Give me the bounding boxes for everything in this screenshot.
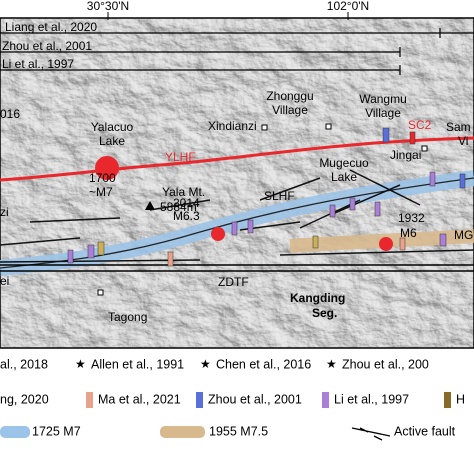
- map-frame: [0, 17, 474, 349]
- map-label: 1932: [398, 211, 425, 225]
- legend-label: Zhou et al., 200: [342, 357, 429, 371]
- peak-marker: [145, 201, 155, 210]
- range-label: Li et al., 1997: [2, 57, 74, 71]
- legend-label: H: [456, 392, 465, 406]
- legend-symbol: [0, 426, 30, 438]
- site-bars: [67, 127, 466, 267]
- legend-symbol: [196, 392, 203, 408]
- map-label: MG: [454, 228, 473, 242]
- map-label: Village: [272, 103, 308, 117]
- legend-label: Li et al., 1997: [334, 392, 409, 406]
- legend-symbol: ★: [200, 357, 211, 371]
- map-label: ei: [0, 274, 9, 288]
- legend-label: ng, 2020: [0, 392, 49, 406]
- map-label: Yala Mt.: [162, 185, 205, 199]
- map-label: Lake: [331, 170, 357, 184]
- legend-label: Ma et al., 2021: [98, 392, 181, 406]
- fault-label: YLHF: [165, 150, 196, 164]
- map-label: 2014: [173, 196, 200, 210]
- map-label: Vi: [458, 134, 468, 148]
- map-label: Yalacuo: [91, 120, 134, 134]
- lat-label: 30°30'N: [87, 0, 129, 13]
- lat-label: 102°0'N: [327, 0, 369, 13]
- map-label: 016: [0, 107, 20, 121]
- map-label: 5884m: [160, 200, 197, 214]
- fault-label: ZDTF: [218, 275, 249, 289]
- map-label: Sam: [446, 120, 471, 134]
- legend-symbol: [86, 392, 93, 408]
- segment-label: Seg.: [312, 306, 337, 320]
- segment-label: Kangding: [290, 291, 345, 305]
- legend-symbol: [351, 427, 391, 441]
- village-markers: [97, 123, 428, 296]
- map-label: Mugecuo: [319, 156, 369, 170]
- earthquake-1700: [95, 156, 119, 180]
- map-label: 1700: [89, 171, 116, 185]
- legend-label: 1725 M7: [32, 424, 81, 438]
- ylhf-fault: [0, 136, 474, 182]
- earthquake-1932: [379, 237, 393, 251]
- map-label: zi: [0, 205, 9, 219]
- legend-label: Chen et al., 2016: [216, 357, 311, 371]
- map-label: M6: [400, 226, 417, 240]
- map-label: Xindianzi: [208, 119, 257, 133]
- legend-symbol: [322, 392, 329, 408]
- legend-label: Allen et al., 1991: [91, 357, 184, 371]
- map-label: Village: [365, 106, 401, 120]
- map-label: Jingai: [390, 148, 421, 162]
- legend-symbol: [444, 392, 451, 408]
- legend-label: Active fault: [394, 424, 456, 438]
- map-label: Zhonggu: [266, 89, 313, 103]
- legend-label: Zhou et al., 2001: [208, 392, 302, 406]
- earthquake-2014: [211, 227, 225, 241]
- range-lines: [0, 28, 474, 75]
- map-label: Lake: [99, 134, 125, 148]
- legend-label: 1955 M7.5: [209, 424, 268, 438]
- fault-label: SLHF: [264, 189, 295, 203]
- legend-symbol: ★: [326, 357, 337, 371]
- map-label: ~M7: [89, 185, 113, 199]
- map-label: SC2: [408, 118, 432, 132]
- range-label: Liang et al., 2020: [5, 20, 97, 34]
- map-label: Tagong: [108, 310, 147, 324]
- map-label: M6.3: [173, 209, 200, 223]
- legend-label: al., 2018: [0, 357, 48, 371]
- range-label: Zhou et al., 2001: [2, 39, 92, 53]
- map-label: Wangmu: [359, 92, 407, 106]
- legend-symbol: ★: [75, 357, 86, 371]
- legend-symbol: [160, 426, 205, 438]
